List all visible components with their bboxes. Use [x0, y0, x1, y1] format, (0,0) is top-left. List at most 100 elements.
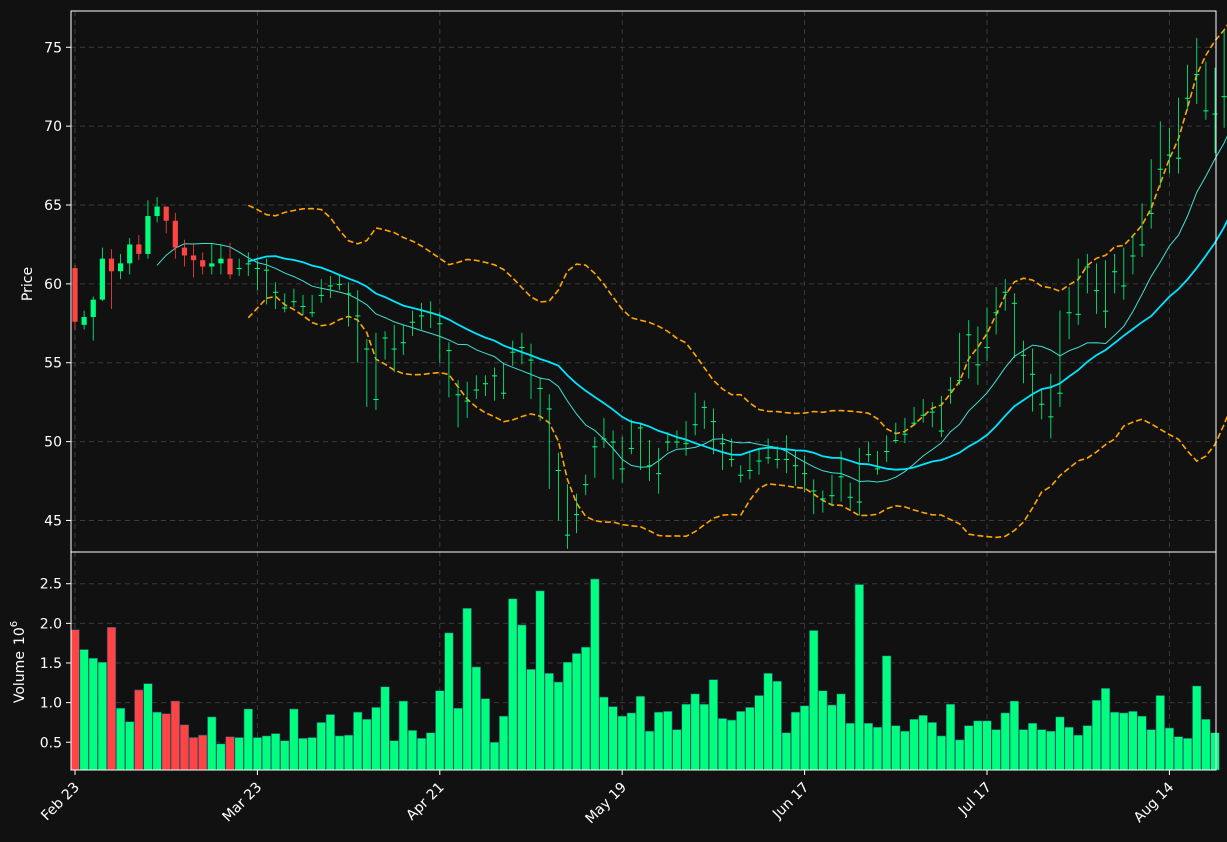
candle-body [227, 258, 233, 275]
volume-bar [453, 707, 463, 771]
candle-body [1148, 212, 1154, 214]
candle-body [473, 389, 479, 391]
candle-body [1139, 244, 1145, 246]
volume-bar [644, 730, 655, 771]
volume-bar [790, 711, 801, 771]
x-tick-label: Aug 14 [1131, 779, 1177, 825]
volume-bar [489, 741, 500, 771]
candle-body [957, 380, 963, 382]
bollinger-lower-line [247, 295, 1227, 539]
candle-body [628, 447, 634, 449]
candle-body [993, 312, 999, 314]
volume-bar [863, 722, 874, 771]
volume-bar [480, 698, 491, 771]
volume-bar [426, 732, 436, 771]
x-tick-label: Jul 17 [955, 780, 995, 820]
candle-body [1157, 168, 1163, 170]
volume-bar [1073, 734, 1083, 771]
volume-bar [207, 716, 217, 771]
volume-bars [70, 578, 1220, 771]
candle-body [701, 406, 707, 408]
volume-bar [307, 737, 317, 771]
volume-y-ticks: 0.5 1.0 1.5 2.0 2.5 [40, 577, 71, 751]
volume-bar [334, 735, 345, 771]
candle-body [829, 495, 835, 497]
candle-body [291, 301, 297, 303]
candle-body [300, 305, 306, 307]
candle-body [583, 484, 589, 486]
candle-body [1002, 291, 1008, 293]
candle-body [574, 514, 580, 516]
volume-tick-label: 1.0 [40, 696, 62, 712]
candle-body [1020, 354, 1027, 356]
volume-bar [781, 732, 791, 771]
candle-body [491, 375, 498, 377]
volume-bar [271, 733, 281, 771]
candle-body [1212, 113, 1218, 115]
volume-bar [553, 681, 563, 771]
candle-body [1075, 313, 1081, 315]
volume-bar [252, 737, 263, 771]
volume-bar [116, 707, 126, 771]
candle-body [1057, 392, 1063, 394]
candle-body [656, 473, 662, 475]
volume-bar [626, 712, 636, 771]
volume-bar [845, 722, 855, 771]
candle-body [364, 348, 370, 350]
volume-bar [188, 737, 199, 771]
candle-body [1030, 373, 1036, 375]
candle-body [373, 399, 379, 401]
candle-body [400, 342, 406, 344]
candle-body [263, 269, 270, 271]
volume-bar [508, 598, 518, 771]
volume-bar [945, 703, 956, 771]
volume-bar [1155, 695, 1165, 771]
candle-body [555, 469, 561, 471]
volume-bar [581, 646, 591, 771]
candle-body [1011, 302, 1017, 304]
candle-body [190, 255, 197, 261]
volume-bar [316, 722, 326, 771]
volume-bar [1018, 729, 1029, 771]
price-tick-label: 55 [44, 356, 62, 372]
candle-body [874, 468, 881, 470]
volume-bar [1183, 737, 1193, 771]
candle-body [1048, 416, 1054, 418]
candle-body [966, 334, 972, 336]
volume-panel-frame [70, 551, 1217, 771]
volume-bar [79, 649, 89, 771]
volume-bar [1128, 711, 1138, 771]
volume-bar [1110, 711, 1120, 771]
candle-body [820, 498, 826, 500]
candle-body [719, 443, 726, 445]
candle-body [601, 438, 607, 440]
volume-bar [909, 718, 919, 771]
volume-bar [1100, 688, 1111, 771]
volume-bar [973, 720, 983, 771]
candle-body [446, 350, 452, 352]
volume-bar [763, 672, 773, 771]
candle-body [336, 283, 343, 285]
candle-body [1084, 266, 1090, 268]
volume-bar [727, 719, 737, 771]
volume-bar [261, 735, 272, 771]
candle-body [327, 285, 333, 287]
volume-bar [672, 729, 682, 771]
volume-bar [243, 708, 253, 771]
candle-body [546, 408, 552, 410]
volume-bar [371, 707, 381, 771]
volume-bar [416, 737, 427, 771]
volume-bar [1137, 715, 1147, 771]
volume-bar [1037, 729, 1047, 771]
bollinger-upper-line [247, 24, 1227, 435]
candle-body [382, 337, 388, 339]
candle-body [1102, 310, 1109, 312]
volume-bar [882, 655, 892, 771]
candles [72, 29, 1227, 549]
volume-bar [955, 739, 965, 771]
candle-body [245, 263, 251, 265]
volume-bar [1192, 685, 1202, 771]
volume-bar [1000, 712, 1010, 771]
volume-bar [389, 740, 399, 771]
candle-body [774, 458, 780, 460]
